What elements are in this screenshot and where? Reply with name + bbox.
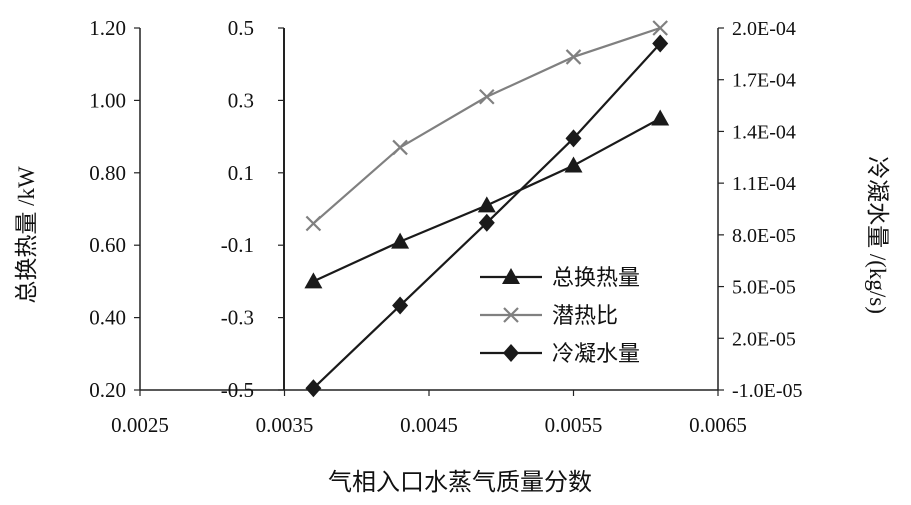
data-point-diamond [392, 296, 409, 315]
data-point-triangle [564, 156, 583, 173]
y-right-tick-label: 2.0E-05 [732, 328, 796, 350]
legend-label: 潜热比 [552, 303, 618, 328]
y-axis-right-label: 冷凝水量 /(kg/s) [865, 156, 890, 314]
data-point-x [652, 20, 668, 36]
y-left-tick-label: 0.80 [89, 161, 126, 185]
y-middle-tick-label: -0.1 [221, 233, 254, 257]
legend-marker-triangle [502, 268, 520, 284]
legend-marker-x [503, 307, 519, 323]
y-left-tick-label: 0.40 [89, 306, 126, 330]
data-point-diamond [652, 34, 669, 53]
y-left-tick-label: 0.60 [89, 233, 126, 257]
y-right-tick-label: 1.1E-04 [732, 173, 796, 195]
series-line-x [312, 26, 661, 225]
y-right-tick-label: 2.0E-04 [732, 18, 796, 40]
y-right-tick-label: 5.0E-05 [732, 277, 796, 299]
y-middle-tick-label: -0.5 [221, 378, 254, 402]
y-right-tick-label: 1.4E-04 [732, 121, 796, 143]
y-right-tick-label: 8.0E-05 [732, 225, 796, 247]
data-point-triangle [304, 272, 323, 289]
y-left-tick-label: 1.00 [89, 88, 126, 112]
x-tick-label: 0.0025 [111, 413, 169, 437]
data-point-diamond [565, 129, 582, 148]
legend-label: 冷凝水量 [552, 341, 640, 366]
x-tick-label: 0.0035 [256, 413, 314, 437]
y-right-tick-label: 1.7E-04 [732, 70, 796, 92]
y-right-tick-label: -1.0E-05 [732, 380, 803, 402]
x-tick-label: 0.0065 [689, 413, 747, 437]
y-middle-tick-label: 0.1 [228, 161, 254, 185]
data-point-x [392, 139, 408, 156]
data-point-triangle [651, 109, 670, 126]
y-middle-tick-label: 0.5 [228, 16, 254, 40]
y-left-tick-label: 0.20 [89, 378, 126, 402]
data-point-x [565, 49, 582, 65]
y-left-tick-label: 1.20 [89, 16, 126, 40]
legend-marker-diamond [503, 344, 519, 362]
data-point-triangle [391, 232, 410, 249]
data-point-x [479, 89, 495, 105]
y-middle-tick-label: -0.3 [221, 306, 254, 330]
x-axis-label: 气相入口水蒸气质量分数 [328, 469, 592, 496]
data-point-diamond [478, 213, 495, 232]
data-point-diamond [305, 379, 322, 398]
legend-label: 总换热量 [552, 265, 640, 290]
y-middle-tick-label: 0.3 [228, 88, 254, 112]
data-point-x [305, 215, 322, 232]
y-axis-left-label: 总换热量 /kW [14, 166, 39, 304]
data-point-triangle [477, 196, 496, 213]
x-tick-label: 0.0055 [545, 413, 603, 437]
x-tick-label: 0.0045 [400, 413, 458, 437]
